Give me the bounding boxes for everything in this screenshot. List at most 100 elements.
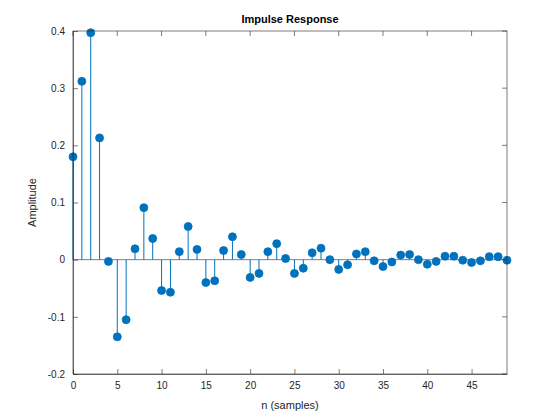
marker bbox=[361, 248, 369, 256]
stem bbox=[126, 260, 127, 320]
tick-mark bbox=[502, 316, 507, 317]
tick-mark bbox=[73, 88, 78, 89]
tick-label: -0.1 bbox=[48, 312, 66, 323]
marker bbox=[220, 247, 228, 255]
tick: 15 bbox=[201, 369, 213, 391]
marker bbox=[432, 257, 440, 265]
stem bbox=[188, 227, 189, 260]
tick-mark bbox=[73, 203, 78, 204]
marker bbox=[406, 251, 414, 259]
marker bbox=[317, 244, 325, 252]
tick-mark bbox=[205, 31, 206, 36]
marker bbox=[175, 248, 183, 256]
stem bbox=[99, 138, 100, 260]
tick: -0.2 bbox=[48, 369, 78, 380]
marker bbox=[476, 257, 484, 265]
tick-label: 5 bbox=[115, 380, 121, 391]
tick-mark bbox=[339, 369, 340, 374]
tick-mark bbox=[250, 369, 251, 374]
marker bbox=[352, 250, 360, 258]
stems bbox=[69, 29, 511, 341]
marker bbox=[414, 256, 422, 264]
tick: 20 bbox=[245, 369, 257, 391]
marker bbox=[193, 245, 201, 253]
marker bbox=[299, 264, 307, 272]
tick: 40 bbox=[422, 369, 434, 391]
marker bbox=[388, 258, 396, 266]
tick-label: 25 bbox=[289, 380, 301, 391]
plot-area bbox=[73, 31, 507, 374]
tick-label: 0 bbox=[71, 380, 77, 391]
background bbox=[0, 0, 560, 420]
chart: 051015202530354045-0.2-0.100.10.20.30.4I… bbox=[0, 0, 560, 420]
marker bbox=[335, 265, 343, 273]
tick-mark bbox=[502, 145, 507, 146]
marker bbox=[282, 255, 290, 263]
marker bbox=[228, 233, 236, 241]
tick: 25 bbox=[289, 369, 301, 391]
tick-mark bbox=[117, 31, 118, 36]
tick-mark bbox=[383, 369, 384, 374]
marker bbox=[96, 134, 104, 142]
tick: 0.3 bbox=[51, 83, 78, 94]
marker bbox=[494, 253, 502, 261]
marker bbox=[423, 260, 431, 268]
tick-mark bbox=[117, 369, 118, 374]
tick-mark bbox=[73, 317, 78, 318]
tick: 45 bbox=[467, 369, 479, 391]
tick: 0.2 bbox=[51, 140, 78, 151]
tick-mark bbox=[162, 369, 163, 374]
tick-mark bbox=[73, 260, 78, 261]
tick-mark bbox=[161, 31, 162, 36]
marker bbox=[140, 204, 148, 212]
tick-label: 40 bbox=[422, 380, 434, 391]
x-axis: 0 5 10 15 20 25 30 35 40 45 bbox=[71, 369, 508, 391]
marker bbox=[87, 29, 95, 37]
marker bbox=[485, 253, 493, 261]
tick-label: 10 bbox=[157, 380, 169, 391]
marker bbox=[246, 273, 254, 281]
tick-label: 0.1 bbox=[51, 197, 65, 208]
marker bbox=[149, 235, 157, 243]
tick-label: 20 bbox=[245, 380, 257, 391]
tick-mark bbox=[472, 369, 473, 374]
marker bbox=[468, 259, 476, 267]
stem bbox=[161, 260, 162, 291]
marker bbox=[264, 248, 272, 256]
marker bbox=[441, 252, 449, 260]
tick-mark bbox=[250, 31, 251, 36]
tick-label: 0 bbox=[59, 254, 65, 265]
axis-line bbox=[74, 374, 508, 375]
tick: 30 bbox=[334, 369, 346, 391]
marker bbox=[122, 316, 130, 324]
tick-label: 0.4 bbox=[51, 26, 65, 37]
tick-label: 45 bbox=[467, 380, 479, 391]
tick-mark bbox=[73, 31, 78, 32]
tick-label: 35 bbox=[378, 380, 390, 391]
tick: -0.1 bbox=[48, 312, 78, 323]
marker bbox=[370, 257, 378, 265]
tick-mark bbox=[294, 369, 295, 374]
y-axis: -0.2 -0.1 0 0.1 0.2 0.3 0.4 bbox=[48, 26, 78, 380]
marker bbox=[78, 77, 86, 85]
stem bbox=[81, 81, 82, 259]
tick: 0 bbox=[59, 254, 78, 265]
marker bbox=[255, 269, 263, 277]
marker bbox=[184, 223, 192, 231]
marker bbox=[273, 240, 281, 248]
tick-mark bbox=[502, 259, 507, 260]
tick-label: 0.3 bbox=[51, 83, 65, 94]
tick: 35 bbox=[378, 369, 390, 391]
tick-mark bbox=[73, 374, 78, 375]
tick-mark bbox=[502, 31, 507, 32]
marker bbox=[379, 263, 387, 271]
tick: 0.1 bbox=[51, 197, 78, 208]
marker bbox=[211, 277, 219, 285]
stem bbox=[143, 208, 144, 260]
tick-mark bbox=[73, 145, 78, 146]
x-axis-title: n (samples) bbox=[261, 399, 318, 411]
tick-mark bbox=[427, 369, 428, 374]
marker bbox=[290, 269, 298, 277]
tick: 5 bbox=[115, 369, 121, 391]
marker bbox=[237, 251, 245, 259]
